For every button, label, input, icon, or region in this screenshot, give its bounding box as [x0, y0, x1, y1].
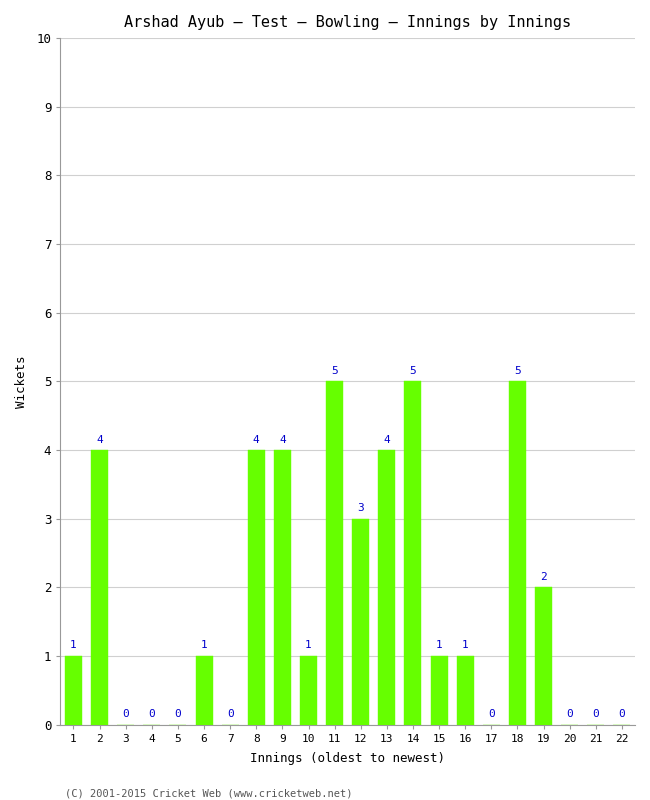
Text: 1: 1: [462, 641, 469, 650]
Text: (C) 2001-2015 Cricket Web (www.cricketweb.net): (C) 2001-2015 Cricket Web (www.cricketwe…: [65, 788, 352, 798]
Bar: [352, 518, 369, 725]
Text: 0: 0: [148, 709, 155, 719]
Text: 0: 0: [488, 709, 495, 719]
Text: 0: 0: [175, 709, 181, 719]
Text: 5: 5: [514, 366, 521, 376]
Bar: [91, 450, 108, 725]
Text: 0: 0: [619, 709, 625, 719]
Text: 1: 1: [70, 641, 77, 650]
Bar: [65, 656, 82, 725]
Text: 0: 0: [122, 709, 129, 719]
Bar: [430, 656, 448, 725]
Bar: [457, 656, 474, 725]
Text: 1: 1: [305, 641, 312, 650]
Text: 1: 1: [436, 641, 443, 650]
Text: 5: 5: [332, 366, 338, 376]
Bar: [509, 382, 526, 725]
Text: 4: 4: [384, 434, 390, 445]
Bar: [274, 450, 291, 725]
Text: 4: 4: [96, 434, 103, 445]
Bar: [196, 656, 213, 725]
Text: 1: 1: [201, 641, 207, 650]
Text: 4: 4: [253, 434, 259, 445]
Title: Arshad Ayub – Test – Bowling – Innings by Innings: Arshad Ayub – Test – Bowling – Innings b…: [124, 15, 571, 30]
Text: 0: 0: [566, 709, 573, 719]
Bar: [404, 382, 421, 725]
Bar: [326, 382, 343, 725]
Bar: [378, 450, 395, 725]
Text: 4: 4: [279, 434, 286, 445]
Bar: [248, 450, 265, 725]
Bar: [300, 656, 317, 725]
X-axis label: Innings (oldest to newest): Innings (oldest to newest): [250, 752, 445, 765]
Text: 3: 3: [358, 503, 364, 513]
Text: 0: 0: [227, 709, 233, 719]
Text: 0: 0: [592, 709, 599, 719]
Text: 2: 2: [540, 572, 547, 582]
Y-axis label: Wickets: Wickets: [15, 355, 28, 408]
Text: 5: 5: [410, 366, 417, 376]
Bar: [535, 587, 552, 725]
